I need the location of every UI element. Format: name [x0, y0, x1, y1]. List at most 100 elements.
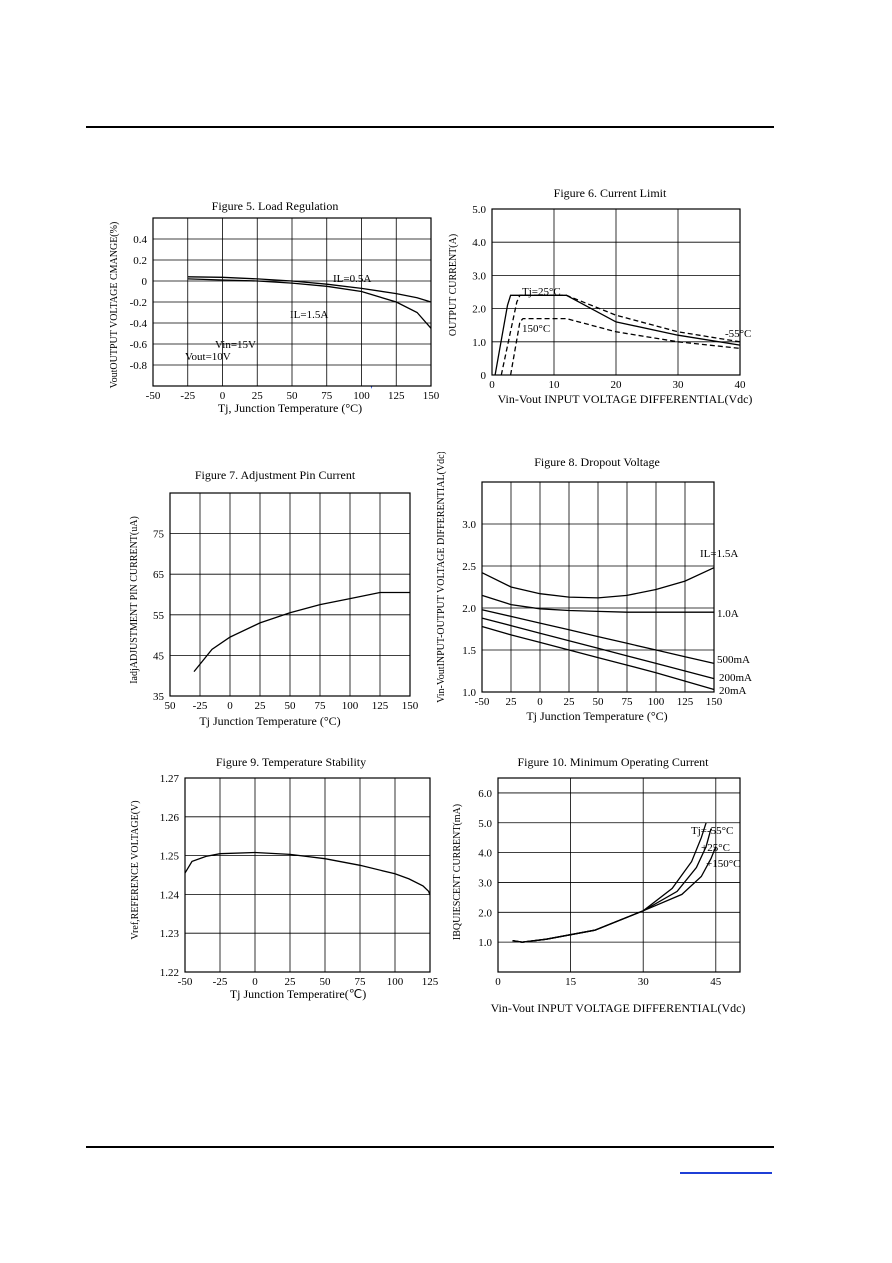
y-tick-label: 0.4 — [133, 234, 147, 246]
series-label: +150°C — [706, 858, 740, 870]
series-line — [481, 625, 715, 691]
x-tick-label: 0 — [220, 390, 226, 402]
series-label: IL=0.5A — [333, 273, 371, 285]
x-tick-label: 50 — [165, 700, 177, 712]
series-line — [481, 594, 714, 613]
y-axis-label: IBQUIESCENT CURRENT(mA) — [452, 804, 463, 940]
series-label: 1.0A — [717, 608, 739, 620]
y-tick-label: 75 — [153, 529, 165, 541]
series-label: IL=1.5A — [700, 548, 738, 560]
figure-7-plot: 50 -25 0 25 50 75 100 125 150 35 45 55 65 75 Figure 7.… — [129, 468, 419, 728]
y-tick-label: 2.0 — [472, 304, 486, 316]
chart-title: Figure 9. Temperature Stability — [216, 755, 366, 769]
chart-title: Figure 10. Minimum Operating Current — [518, 755, 710, 769]
series-label: IL=1.5A — [290, 309, 328, 321]
series-line — [184, 851, 431, 896]
x-tick-label: 0 — [537, 696, 543, 708]
series-line — [187, 276, 432, 303]
figure-8-dropout-voltage: -50 25 0 25 50 75 100 125 150 1.0 1.5 2.0 2.5 3.0 Figu… — [432, 452, 762, 737]
figure-9-temperature-stability: -50 -25 0 25 50 75 100 125 1.22 1.23 1.24 1.25 1.26 1… — [128, 752, 448, 1014]
figure-9-plot: -50 -25 0 25 50 75 100 125 1.22 1.23 1.24 1.25 1.26 1… — [130, 755, 439, 1001]
series-label: Tj=25°C — [522, 286, 561, 298]
x-tick-label: 40 — [735, 379, 747, 391]
series-label: -55°C — [725, 328, 751, 340]
x-tick-label: 75 — [622, 696, 634, 708]
x-axis-label: Tj Junction Temperature (°C) — [526, 709, 667, 723]
x-tick-label: 50 — [593, 696, 605, 708]
y-tick-label: -0.8 — [130, 360, 148, 372]
x-tick-label: 100 — [387, 976, 404, 988]
y-tick-label: 2.0 — [478, 907, 492, 919]
x-tick-label: 0 — [227, 700, 233, 712]
x-tick-label: 25 — [564, 696, 576, 708]
y-tick-label: 65 — [153, 569, 165, 581]
x-tick-label: 25 — [506, 696, 518, 708]
series-line — [481, 567, 715, 599]
x-tick-label: 125 — [388, 390, 405, 402]
x-tick-label: 125 — [422, 976, 439, 988]
y-tick-label: 4.0 — [472, 237, 486, 249]
figure-6-plot: 0 10 20 30 40 0 1.0 2.0 3.0 4.0 5.0 Figure 6. Curre… — [448, 186, 753, 406]
figure-10-plot: 0 15 30 45 1.0 2.0 3.0 4.0 5.0 6.0 Figure 10. Mini… — [452, 755, 745, 1015]
y-tick-label: 1.0 — [462, 687, 476, 699]
y-tick-label: 0.2 — [133, 255, 147, 267]
figure-7-adjustment-pin-current: 50 -25 0 25 50 75 100 125 150 35 45 55 65 75 Figure 7.… — [125, 465, 425, 735]
x-tick-label: 0 — [495, 976, 501, 988]
x-tick-label: 150 — [706, 696, 723, 708]
x-tick-label: 30 — [638, 976, 650, 988]
y-tick-label: 2.0 — [462, 603, 476, 615]
x-axis-label: Tj, Junction Temperature (°C) — [218, 401, 362, 415]
x-tick-label: 25 — [285, 976, 297, 988]
y-axis-label: IadjADJUSTMENT PIN CURRENT(uA) — [129, 516, 140, 684]
y-axis-label: Vref,REFERENCE VOLTAGE(V) — [130, 800, 141, 939]
x-axis-label: Tj Junction Temperatire(℃) — [230, 987, 366, 1001]
figure-10-minimum-operating-current: 0 15 30 45 1.0 2.0 3.0 4.0 5.0 6.0 Figure 10. Mini… — [448, 752, 768, 1017]
chart-title: Figure 6. Current Limit — [554, 186, 667, 200]
x-tick-label: 10 — [549, 379, 561, 391]
series-label: 200mA — [719, 672, 752, 684]
y-tick-label: 1.0 — [472, 337, 486, 349]
figure-5-load-regulation: -50 -25 0 25 50 75 100 125 150 0.4 0.2 0 -0.2 -0.4 -0.… — [105, 190, 445, 420]
y-tick-label: 0 — [481, 370, 487, 382]
y-tick-label: 1.25 — [160, 851, 180, 863]
y-tick-label: 1.24 — [160, 889, 180, 901]
chart-title: Figure 7. Adjustment Pin Current — [195, 468, 356, 482]
x-tick-label: 0 — [489, 379, 495, 391]
series-label: +25°C — [701, 842, 730, 854]
header-rule — [86, 126, 774, 128]
series-line — [500, 294, 741, 376]
x-tick-label: -50 — [475, 696, 490, 708]
x-tick-label: 45 — [710, 976, 722, 988]
x-tick-label: 50 — [287, 390, 299, 402]
x-tick-label: 50 — [285, 700, 297, 712]
series-label: 500mA — [717, 654, 750, 666]
x-axis-label: Vin-Vout INPUT VOLTAGE DIFFERENTIAL(Vdc) — [498, 392, 753, 406]
x-tick-label: 75 — [315, 700, 327, 712]
x-tick-label: 75 — [321, 390, 333, 402]
series-label: Vout=10V — [185, 351, 231, 363]
figure-6-current-limit: 0 10 20 30 40 0 1.0 2.0 3.0 4.0 5.0 Figure 6. Curre… — [440, 185, 770, 415]
y-tick-label: -0.2 — [130, 297, 147, 309]
series-label: 20mA — [719, 685, 747, 697]
series-line — [481, 609, 715, 665]
y-tick-label: 0 — [142, 276, 148, 288]
y-tick-label: 55 — [153, 610, 165, 622]
y-tick-label: 1.22 — [160, 967, 179, 979]
x-tick-label: 50 — [320, 976, 332, 988]
y-tick-label: 3.0 — [478, 877, 492, 889]
x-tick-label: 125 — [677, 696, 694, 708]
footer-link[interactable] — [680, 1158, 772, 1174]
y-tick-label: 35 — [153, 691, 165, 703]
y-tick-label: 2.5 — [462, 561, 476, 573]
x-tick-label: 150 — [423, 390, 440, 402]
series-line — [187, 278, 432, 329]
x-tick-label: 125 — [372, 700, 389, 712]
figure-5-plot: -50 -25 0 25 50 75 100 125 150 0.4 0.2 0 -0.2 -0.4 -0.… — [109, 199, 440, 415]
x-tick-label: 25 — [252, 390, 264, 402]
x-tick-label: -25 — [193, 700, 208, 712]
chart-title: Figure 8. Dropout Voltage — [534, 455, 660, 469]
y-tick-label: 45 — [153, 650, 165, 662]
y-tick-label: 4.0 — [478, 848, 492, 860]
y-axis-label: OUTPUT CURRENT(A) — [448, 234, 459, 336]
series-label: Tj=-55°C — [691, 825, 733, 837]
